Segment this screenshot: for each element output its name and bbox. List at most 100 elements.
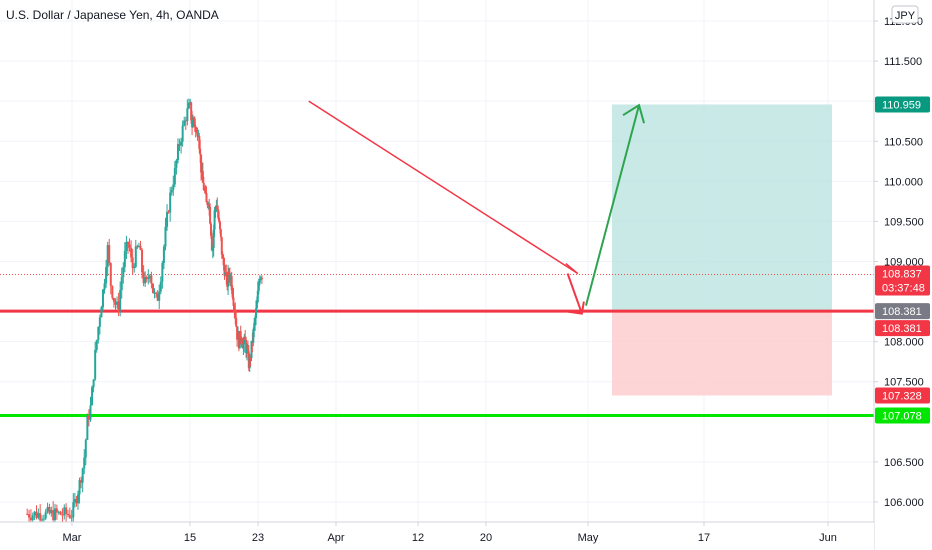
candle-body — [41, 519, 44, 521]
candle-body — [80, 480, 83, 483]
candle-body — [155, 292, 158, 294]
candle-body — [145, 276, 148, 280]
candle-body — [103, 283, 106, 290]
entry-tag-red — [875, 320, 930, 337]
price-tick-label: 108.000 — [884, 337, 924, 349]
price-tick-label: 107.500 — [884, 377, 924, 389]
candle-body — [205, 193, 208, 203]
time-axis[interactable]: Mar 15 23 Apr 12 20 May 17 Jun — [0, 521, 874, 550]
candle-body — [240, 338, 243, 343]
candle-body — [114, 301, 117, 305]
candle-body — [100, 307, 103, 318]
candle-body — [186, 108, 189, 122]
candle-body — [81, 468, 84, 483]
candle-body — [162, 246, 165, 263]
entry-tag-red-text: 108.381 — [882, 323, 922, 335]
time-tick-label: 15 — [184, 532, 196, 544]
candle-body — [83, 457, 86, 469]
candle-body — [199, 148, 202, 155]
drawings[interactable] — [308, 100, 646, 315]
candle-body — [94, 349, 97, 380]
candle-body — [97, 326, 100, 341]
candle-body — [167, 211, 170, 213]
candle-body — [153, 292, 156, 294]
time-axis-bg — [0, 522, 874, 550]
time-tick-label: Jun — [819, 532, 837, 544]
candle-body — [92, 379, 95, 388]
candle-body — [202, 182, 205, 191]
candle-body — [46, 506, 49, 512]
candle-body — [172, 184, 175, 190]
candle-body — [219, 229, 222, 238]
candle-body — [210, 235, 213, 251]
resistance-trendline[interactable] — [308, 100, 579, 275]
candle-body — [147, 277, 150, 280]
candle-body — [76, 494, 79, 504]
up-arrow[interactable] — [584, 104, 641, 306]
candle-body — [218, 221, 221, 230]
candle-body — [253, 323, 256, 330]
candle-body — [238, 331, 241, 349]
candle-body — [176, 144, 179, 161]
candle-body — [178, 144, 181, 146]
down-arrow[interactable] — [566, 273, 583, 314]
time-tick-label: 20 — [480, 532, 492, 544]
candle-body — [200, 154, 203, 173]
candle-body — [109, 263, 112, 286]
candle-body — [180, 141, 183, 146]
candle-body — [61, 514, 64, 516]
candle-body — [231, 290, 234, 298]
candle-body — [54, 508, 57, 521]
candle-body — [151, 283, 154, 293]
time-tick-label: May — [578, 532, 599, 544]
last-price-tag — [875, 265, 930, 296]
candle-body — [234, 309, 237, 319]
target-tag — [875, 96, 930, 113]
candle-body — [227, 271, 230, 287]
long-position-tool[interactable] — [612, 104, 832, 396]
up-arrow-head — [622, 103, 646, 124]
candle-body — [206, 202, 209, 205]
candle-body — [48, 506, 51, 514]
candle-body — [150, 275, 153, 284]
candle-body — [156, 293, 159, 301]
candle-body — [63, 507, 66, 516]
candle-body — [44, 511, 47, 519]
candle-body — [230, 276, 233, 291]
candle-body — [209, 206, 212, 224]
entry-tag-gray-text: 108.381 — [882, 306, 922, 318]
candle-body — [50, 510, 53, 514]
candle-body — [254, 318, 257, 324]
time-tick-label: Apr — [327, 532, 344, 544]
candle-body — [117, 301, 120, 310]
candle-body — [221, 254, 224, 259]
candle-body — [191, 119, 194, 128]
price-tick-label: 110.000 — [884, 176, 923, 188]
candle-body — [257, 283, 260, 291]
target-zone[interactable] — [612, 104, 832, 312]
currency-button[interactable]: JPY — [891, 5, 919, 24]
candle-body — [256, 290, 259, 303]
last-price-tag-countdown: 03:37:48 — [882, 283, 925, 295]
candle-body — [170, 189, 173, 193]
candle-body — [111, 285, 114, 298]
support-tag — [875, 407, 930, 424]
support-tag-text: 107.078 — [882, 411, 922, 423]
candle-body — [173, 167, 176, 185]
candle-body — [68, 514, 71, 518]
horizontal-lines[interactable] — [0, 274, 874, 418]
price-tick-label: 106.500 — [884, 457, 924, 469]
candle-body — [105, 267, 108, 284]
candle-body — [223, 265, 226, 276]
candle-body — [37, 513, 40, 518]
candle-body — [78, 480, 81, 495]
stop-zone[interactable] — [612, 311, 832, 396]
candle-body — [57, 511, 60, 513]
candle-body — [233, 305, 236, 310]
candle-body — [59, 511, 62, 515]
candle-body — [125, 241, 128, 251]
candle-body — [66, 514, 69, 516]
candle-body — [106, 245, 109, 268]
candle-body — [248, 357, 251, 369]
